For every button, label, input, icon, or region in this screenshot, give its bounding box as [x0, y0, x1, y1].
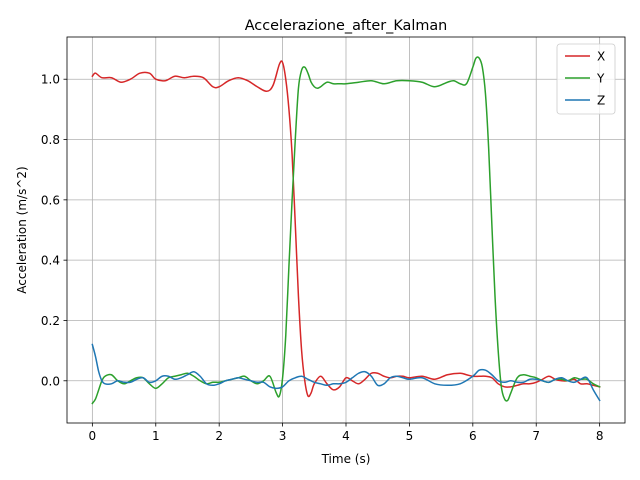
x-tick-label: 7	[532, 429, 540, 443]
y-tick-label: 0.2	[41, 314, 60, 328]
y-tick-label: 1.0	[41, 73, 60, 87]
x-tick-label: 1	[152, 429, 160, 443]
series-line-x	[91, 60, 601, 398]
x-tick-label: 8	[596, 429, 604, 443]
y-tick-label: 0.6	[41, 193, 60, 207]
axis-ticks: 0 1 2 3 4 5 6 7 8 0.0 0.2 0.4 0.6 0.8 1.0	[41, 73, 604, 443]
x-tick-label: 6	[469, 429, 477, 443]
x-tick-label: 3	[279, 429, 287, 443]
y-tick-label: 0.0	[41, 374, 60, 388]
legend: XYZ	[556, 43, 616, 115]
x-tick-label: 4	[342, 429, 350, 443]
x-axis-label: Time (s)	[321, 452, 371, 466]
series-line-z	[91, 343, 601, 402]
legend-label-y: Y	[596, 72, 605, 86]
y-tick-label: 0.8	[41, 133, 60, 147]
y-tick-label: 0.4	[41, 254, 60, 268]
legend-label-z: Z	[597, 94, 605, 108]
grid	[67, 37, 625, 423]
legend-label-x: X	[597, 50, 605, 64]
y-axis-label: Acceleration (m/s^2)	[15, 166, 29, 293]
x-tick-label: 5	[406, 429, 414, 443]
series-line-y	[91, 56, 601, 405]
series-lines	[91, 56, 601, 405]
chart-title: Accelerazione_after_Kalman	[245, 18, 448, 34]
legend-frame	[556, 43, 616, 115]
x-tick-label: 0	[89, 429, 97, 443]
x-tick-label: 2	[215, 429, 223, 443]
